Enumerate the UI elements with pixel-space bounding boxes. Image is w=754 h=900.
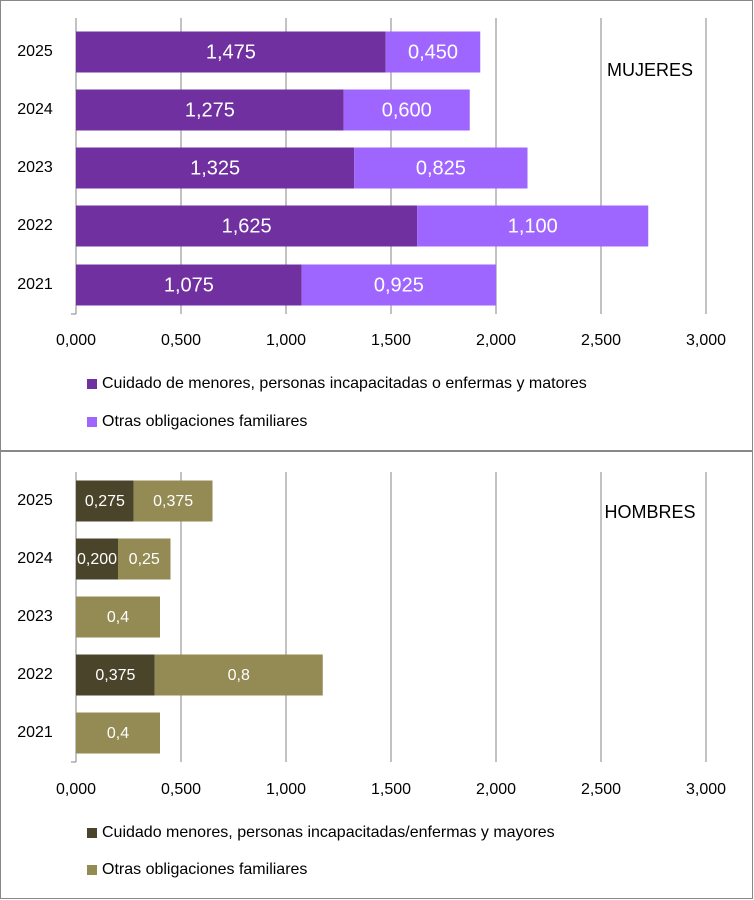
bar-segment	[354, 147, 528, 189]
bar-segment	[76, 147, 355, 189]
bar-segment	[154, 654, 323, 696]
annotation: HOMBRES	[604, 502, 695, 522]
data-label: 1,275	[185, 99, 235, 121]
y-tick-label: 2021	[17, 724, 53, 741]
y-tick-label: 2022	[17, 666, 53, 683]
legend-swatch	[87, 417, 97, 427]
data-label: 0,825	[416, 157, 466, 179]
data-label: 0,4	[107, 725, 129, 742]
data-label: 0,925	[374, 274, 424, 296]
data-label: 0,4	[107, 609, 129, 626]
legend-label: Cuidado de menores, personas incapacitad…	[102, 375, 587, 392]
annotation: MUJERES	[607, 60, 693, 80]
bar-segment	[118, 538, 171, 580]
bar-segment	[76, 89, 344, 131]
data-label: 0,375	[153, 493, 193, 510]
x-tick-label: 0,000	[56, 781, 96, 798]
legend-label: Otras obligaciones familiares	[102, 413, 307, 430]
y-tick-label: 2023	[17, 159, 53, 176]
bar-segment	[385, 31, 481, 73]
bar-segment	[76, 480, 134, 522]
bar-segment	[133, 480, 213, 522]
x-tick-label: 0,000	[56, 332, 96, 349]
y-tick-label: 2025	[17, 43, 53, 60]
bar-segment	[76, 264, 302, 306]
bar-segment	[417, 205, 649, 247]
x-tick-label: 1,500	[371, 781, 411, 798]
x-tick-label: 1,500	[371, 332, 411, 349]
bar-segment	[301, 264, 496, 306]
y-tick-label: 2024	[17, 550, 53, 567]
y-tick-label: 2023	[17, 608, 53, 625]
data-label: 0,450	[408, 41, 458, 63]
data-label: 0,25	[129, 551, 160, 568]
bar-segment	[76, 712, 160, 754]
bar-segment	[76, 538, 118, 580]
legend-label: Otras obligaciones familiares	[102, 861, 307, 878]
bar-segment	[76, 596, 160, 638]
x-tick-label: 3,000	[686, 332, 726, 349]
x-tick-label: 0,500	[161, 332, 201, 349]
data-label: 1,475	[206, 41, 256, 63]
x-tick-label: 0,500	[161, 781, 201, 798]
data-label: 1,325	[190, 157, 240, 179]
y-tick-label: 2021	[17, 276, 53, 293]
data-label: 0,375	[95, 667, 135, 684]
bar-segment	[76, 654, 155, 696]
x-tick-label: 1,000	[266, 332, 306, 349]
data-label: 0,600	[382, 99, 432, 121]
x-tick-label: 2,500	[581, 781, 621, 798]
x-tick-label: 2,000	[476, 781, 516, 798]
y-tick-label: 2025	[17, 492, 53, 509]
legend-label: Cuidado menores, personas incapacitadas/…	[102, 824, 555, 841]
legend-swatch	[87, 379, 97, 389]
data-label: 1,625	[222, 215, 272, 237]
x-tick-label: 3,000	[686, 781, 726, 798]
bar-segment	[76, 31, 386, 73]
x-tick-label: 2,500	[581, 332, 621, 349]
legend-swatch	[87, 828, 97, 838]
data-label: 1,075	[164, 274, 214, 296]
bar-segment	[343, 89, 470, 131]
data-label: 0,275	[85, 493, 125, 510]
x-tick-label: 1,000	[266, 781, 306, 798]
legend-swatch	[87, 865, 97, 875]
y-tick-label: 2024	[17, 101, 53, 118]
bar-segment	[76, 205, 418, 247]
data-label: 1,100	[508, 215, 558, 237]
data-label: 0,8	[228, 667, 250, 684]
x-tick-label: 2,000	[476, 332, 516, 349]
data-label: 0,200	[77, 551, 117, 568]
y-tick-label: 2022	[17, 217, 53, 234]
